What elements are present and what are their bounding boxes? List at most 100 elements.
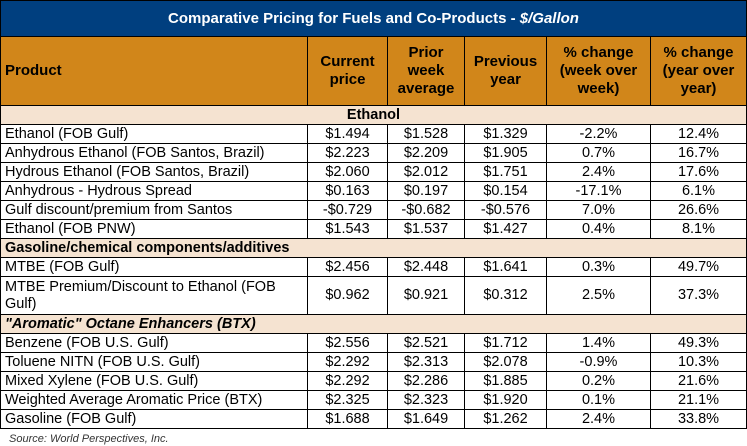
value-cell: $2.078 — [464, 352, 547, 372]
value-cell: $0.197 — [387, 181, 465, 201]
value-cell: 2.5% — [546, 276, 651, 315]
value-cell: $1.494 — [307, 124, 388, 144]
value-cell: $0.163 — [307, 181, 388, 201]
value-cell: -0.9% — [546, 352, 651, 372]
product-cell: Gulf discount/premium from Santos — [0, 200, 308, 220]
value-cell: $2.292 — [307, 352, 388, 372]
value-cell: $2.556 — [307, 333, 388, 353]
section-header: Ethanol — [0, 105, 747, 125]
column-header: Prior week average — [387, 36, 465, 106]
value-cell: 0.7% — [546, 143, 651, 163]
product-cell: Weighted Average Aromatic Price (BTX) — [0, 390, 308, 410]
section-title: "Aromatic" Octane Enhancers (BTX) — [0, 314, 747, 334]
product-cell: Ethanol (FOB PNW) — [0, 219, 308, 239]
value-cell: $2.448 — [387, 257, 465, 277]
value-cell: $2.012 — [387, 162, 465, 182]
value-cell: 0.2% — [546, 371, 651, 391]
product-cell: Gasoline (FOB Gulf) — [0, 409, 308, 429]
value-cell: $1.751 — [464, 162, 547, 182]
value-cell: $1.427 — [464, 219, 547, 239]
table-row: Benzene (FOB U.S. Gulf) $2.556 $2.521 $1.71… — [0, 333, 747, 353]
value-cell: 49.3% — [650, 333, 747, 353]
value-cell: $2.292 — [307, 371, 388, 391]
table-row: Gulf discount/premium from Santos -$0.729… — [0, 200, 747, 220]
table-row: Weighted Average Aromatic Price (BTX) $2.… — [0, 390, 747, 410]
value-cell: -2.2% — [546, 124, 651, 144]
value-cell: $1.920 — [464, 390, 547, 410]
value-cell: $1.885 — [464, 371, 547, 391]
value-cell: 21.1% — [650, 390, 747, 410]
value-cell: $1.712 — [464, 333, 547, 353]
value-cell: $2.456 — [307, 257, 388, 277]
product-cell: Ethanol (FOB Gulf) — [0, 124, 308, 144]
product-cell: Mixed Xylene (FOB U.S. Gulf) — [0, 371, 308, 391]
value-cell: -$0.682 — [387, 200, 465, 220]
value-cell: $1.528 — [387, 124, 465, 144]
value-cell: $2.209 — [387, 143, 465, 163]
table-row: Ethanol (FOB PNW) $1.543 $1.537 $1.427 0.4% 8… — [0, 219, 747, 239]
value-cell: $1.649 — [387, 409, 465, 429]
value-cell: $2.521 — [387, 333, 465, 353]
value-cell: -$0.729 — [307, 200, 388, 220]
column-header: Product — [0, 36, 308, 106]
value-cell: $2.060 — [307, 162, 388, 182]
value-cell: $1.537 — [387, 219, 465, 239]
value-cell: 0.1% — [546, 390, 651, 410]
product-cell: Hydrous Ethanol (FOB Santos, Brazil) — [0, 162, 308, 182]
column-header: % change (year over year) — [650, 36, 747, 106]
table-row: Hydrous Ethanol (FOB Santos, Brazil) $2.0… — [0, 162, 747, 182]
pricing-table: Comparative Pricing for Fuels and Co-Pro… — [0, 0, 747, 429]
value-cell: -17.1% — [546, 181, 651, 201]
value-cell: 16.7% — [650, 143, 747, 163]
table-row: Mixed Xylene (FOB U.S. Gulf) $2.292 $2.286… — [0, 371, 747, 391]
column-header: Previous year — [464, 36, 547, 106]
value-cell: 12.4% — [650, 124, 747, 144]
value-cell: 8.1% — [650, 219, 747, 239]
column-header: Current price — [307, 36, 388, 106]
table-row: Ethanol (FOB Gulf) $1.494 $1.528 $1.329 -2.2… — [0, 124, 747, 144]
table-row: Toluene NITN (FOB U.S. Gulf) $2.292 $2.313… — [0, 352, 747, 372]
section-header: "Aromatic" Octane Enhancers (BTX) — [0, 314, 747, 334]
value-cell: $2.286 — [387, 371, 465, 391]
table-row: Anhydrous - Hydrous Spread $0.163 $0.197 $0… — [0, 181, 747, 201]
value-cell: $1.262 — [464, 409, 547, 429]
value-cell: $2.325 — [307, 390, 388, 410]
source-note: Source: World Perspectives, Inc. — [9, 433, 169, 445]
value-cell: $0.312 — [464, 276, 547, 315]
value-cell: -$0.576 — [464, 200, 547, 220]
section-title: Ethanol — [0, 105, 747, 125]
value-cell: $1.641 — [464, 257, 547, 277]
product-cell: MTBE (FOB Gulf) — [0, 257, 308, 277]
value-cell: 2.4% — [546, 409, 651, 429]
value-cell: 17.6% — [650, 162, 747, 182]
product-cell: Anhydrous Ethanol (FOB Santos, Brazil) — [0, 143, 308, 163]
product-cell: Benzene (FOB U.S. Gulf) — [0, 333, 308, 353]
value-cell: 37.3% — [650, 276, 747, 315]
product-cell: Toluene NITN (FOB U.S. Gulf) — [0, 352, 308, 372]
value-cell: $0.921 — [387, 276, 465, 315]
value-cell: $2.223 — [307, 143, 388, 163]
value-cell: $1.543 — [307, 219, 388, 239]
value-cell: $2.323 — [387, 390, 465, 410]
value-cell: $0.962 — [307, 276, 388, 315]
section-title: Gasoline/chemical components/additives — [0, 238, 747, 258]
value-cell: 49.7% — [650, 257, 747, 277]
value-cell: 1.4% — [546, 333, 651, 353]
product-cell: MTBE Premium/Discount to Ethanol (FOB Gu… — [0, 276, 308, 315]
table-title: Comparative Pricing for Fuels and Co-Pro… — [0, 0, 747, 37]
value-cell: $1.688 — [307, 409, 388, 429]
value-cell: $1.905 — [464, 143, 547, 163]
value-cell: $0.154 — [464, 181, 547, 201]
table-row: Anhydrous Ethanol (FOB Santos, Brazil) $2… — [0, 143, 747, 163]
value-cell: $1.329 — [464, 124, 547, 144]
value-cell: 21.6% — [650, 371, 747, 391]
value-cell: 6.1% — [650, 181, 747, 201]
value-cell: 7.0% — [546, 200, 651, 220]
product-cell: Anhydrous - Hydrous Spread — [0, 181, 308, 201]
table-row: Gasoline (FOB Gulf) $1.688 $1.649 $1.262 2.4… — [0, 409, 747, 429]
value-cell: 33.8% — [650, 409, 747, 429]
value-cell: 0.4% — [546, 219, 651, 239]
table-row: MTBE (FOB Gulf) $2.456 $2.448 $1.641 0.3% 49.… — [0, 257, 747, 277]
table-row: MTBE Premium/Discount to Ethanol (FOB Gu… — [0, 276, 747, 315]
column-header: % change (week over week) — [546, 36, 651, 106]
